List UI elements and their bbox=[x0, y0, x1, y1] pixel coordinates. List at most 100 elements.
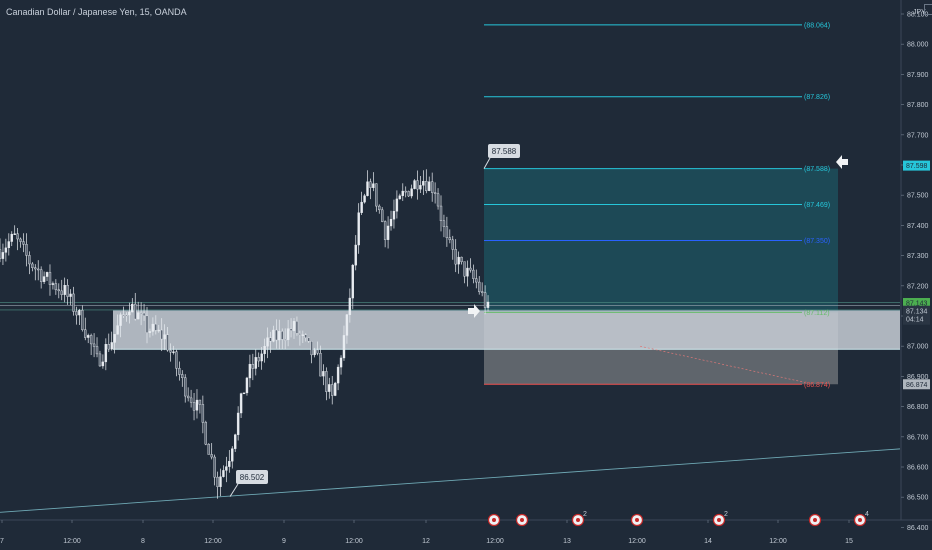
candle-body bbox=[186, 395, 190, 399]
calendar-event-icon bbox=[630, 513, 644, 527]
candle-body bbox=[19, 238, 22, 242]
candle-body bbox=[386, 225, 390, 240]
time-tick-label: 12:00 bbox=[486, 538, 504, 545]
candle-body bbox=[254, 357, 257, 369]
trendline bbox=[0, 448, 901, 513]
price-tick-label: 86.500 bbox=[907, 495, 929, 502]
candle-body bbox=[10, 233, 13, 242]
price-tag-label: 87.143 bbox=[906, 301, 928, 308]
candle-body bbox=[175, 351, 178, 369]
candle-body bbox=[383, 221, 387, 240]
candle-body bbox=[345, 314, 349, 336]
candle-body bbox=[122, 314, 125, 316]
candle-body bbox=[48, 272, 52, 285]
price-tag-label: 86.874 bbox=[906, 382, 928, 389]
candle-body bbox=[128, 311, 131, 316]
candle-body bbox=[466, 267, 469, 277]
candle-body bbox=[222, 470, 225, 477]
candle-body bbox=[286, 328, 290, 340]
calendar-event-icon: 2 bbox=[571, 511, 587, 527]
calendar-event-icon bbox=[515, 513, 529, 527]
candle-body bbox=[169, 349, 172, 353]
candle-body bbox=[228, 461, 231, 467]
price-tag bbox=[903, 160, 930, 171]
calendar-event-icon bbox=[808, 513, 822, 527]
candle-body bbox=[166, 334, 169, 351]
fib-level-label: (87.826) bbox=[804, 94, 830, 101]
candle-body bbox=[54, 283, 58, 290]
candle-body bbox=[31, 263, 34, 268]
candle-body bbox=[107, 344, 110, 350]
candle-body bbox=[366, 181, 369, 196]
price-axis-bracket bbox=[924, 4, 932, 15]
candle-body bbox=[269, 337, 272, 342]
candle-body bbox=[89, 335, 93, 345]
candle-body bbox=[298, 333, 302, 335]
candle-body bbox=[445, 226, 449, 238]
candle-body bbox=[245, 377, 249, 394]
candle-body bbox=[483, 292, 487, 308]
callout-label: 87.588 bbox=[492, 147, 517, 156]
price-tick-label: 86.900 bbox=[907, 374, 929, 381]
price-tick-label: 87.500 bbox=[907, 193, 929, 200]
price-tick-label: 87.800 bbox=[907, 102, 929, 109]
candle-body bbox=[213, 456, 216, 478]
candle-body bbox=[45, 272, 49, 277]
candle-body bbox=[463, 261, 466, 277]
candle-body bbox=[184, 377, 187, 397]
candle-body bbox=[98, 353, 102, 367]
candle-body bbox=[436, 193, 440, 207]
current-price-label: 87.134 bbox=[906, 309, 928, 316]
candle-body bbox=[416, 180, 419, 190]
candle-body bbox=[154, 323, 158, 331]
candle-body bbox=[413, 180, 416, 189]
candle-body bbox=[25, 244, 28, 256]
candle-body bbox=[360, 201, 363, 213]
candle-body bbox=[336, 366, 340, 384]
candle-body bbox=[257, 357, 260, 362]
price-tick-label: 86.700 bbox=[907, 434, 929, 441]
candle-body bbox=[395, 198, 399, 212]
event-count: 2 bbox=[583, 511, 587, 518]
time-tick-label: 12:00 bbox=[628, 538, 646, 545]
candle-body bbox=[7, 241, 11, 249]
candle-body bbox=[104, 344, 108, 363]
candle-body bbox=[283, 339, 287, 341]
candle-body bbox=[142, 312, 146, 317]
candle-body bbox=[157, 329, 160, 332]
time-tick-label: 7 bbox=[0, 538, 4, 545]
candle-body bbox=[69, 293, 72, 297]
candle-body bbox=[325, 371, 328, 392]
candle-body bbox=[281, 331, 284, 340]
candle-body bbox=[389, 218, 393, 227]
candle-body bbox=[125, 314, 128, 317]
candle-body bbox=[163, 334, 166, 340]
candle-body bbox=[289, 328, 293, 331]
fib-level-label: (87.112) bbox=[804, 310, 830, 317]
candle-body bbox=[304, 334, 307, 339]
candle-body bbox=[251, 363, 255, 369]
candle-body bbox=[319, 352, 322, 377]
candle-body bbox=[219, 476, 222, 487]
price-tick-label: 87.200 bbox=[907, 283, 929, 290]
callout-box bbox=[236, 470, 268, 484]
fib-level-label: (87.350) bbox=[804, 238, 830, 245]
candle-body bbox=[151, 323, 155, 332]
candle-body bbox=[139, 312, 143, 314]
candle-body bbox=[278, 331, 281, 341]
bar-countdown-label: 04:14 bbox=[906, 317, 924, 324]
fib-level-label: (87.469) bbox=[804, 202, 830, 209]
event-dot bbox=[492, 518, 496, 522]
candle-body bbox=[42, 276, 46, 282]
callout-pointer bbox=[229, 483, 239, 497]
price-tag bbox=[903, 379, 930, 390]
candle-body bbox=[51, 283, 55, 285]
time-tick-label: 12 bbox=[422, 538, 430, 545]
candle-body bbox=[351, 264, 354, 299]
event-dot bbox=[717, 518, 721, 522]
candle-body bbox=[60, 290, 63, 295]
candle-body bbox=[239, 393, 243, 414]
time-tick-label: 15 bbox=[845, 538, 853, 545]
candle-body bbox=[398, 195, 402, 200]
